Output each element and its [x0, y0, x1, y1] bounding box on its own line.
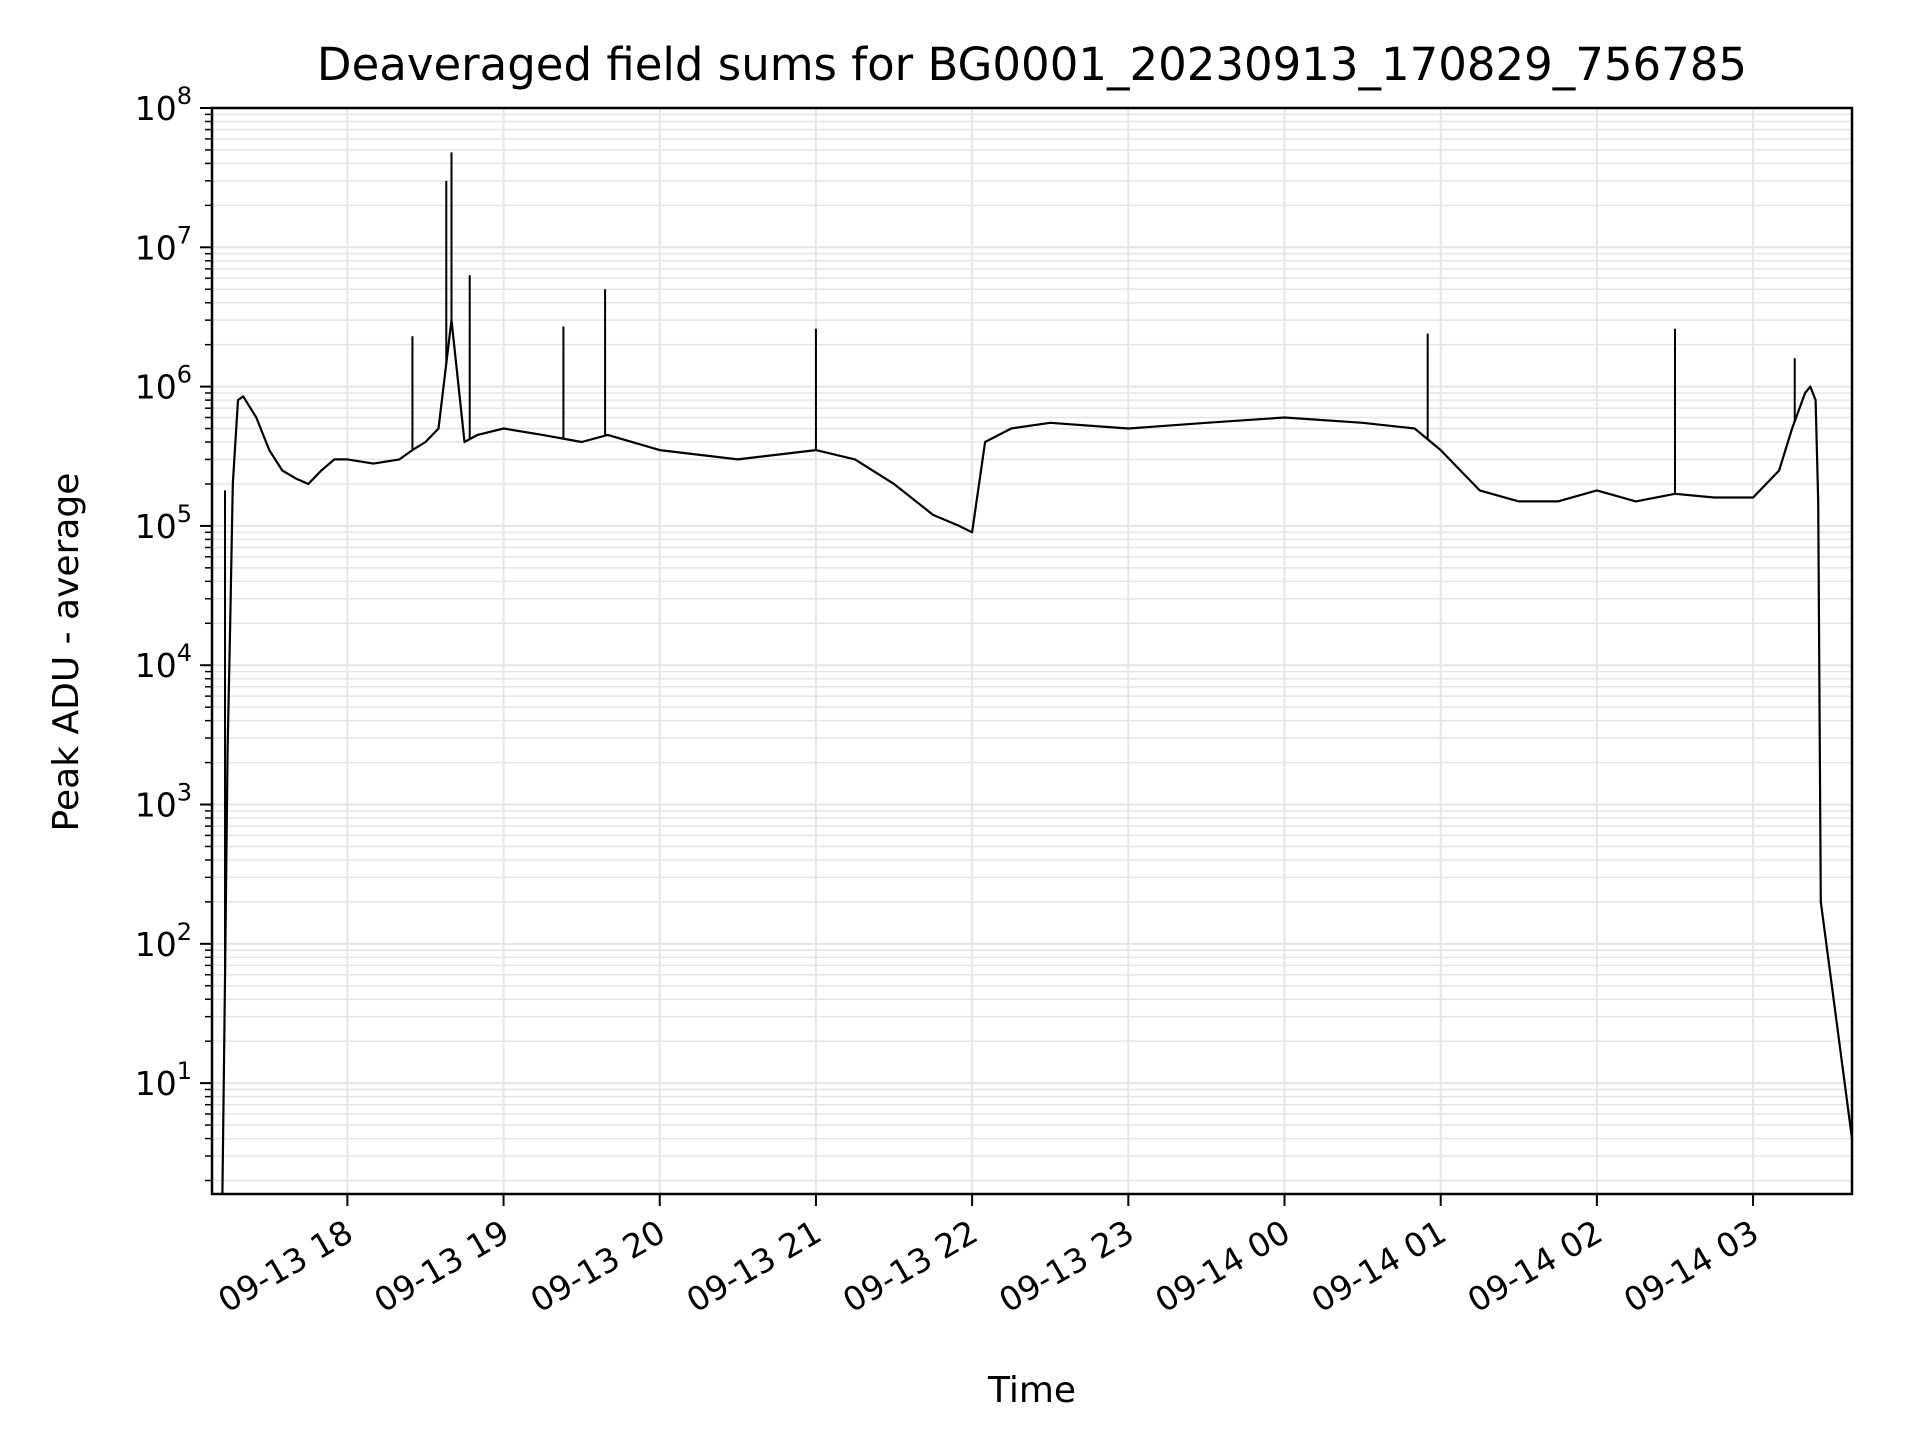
series-layer — [221, 152, 1854, 1195]
y-tick-exponent: 8 — [177, 82, 192, 110]
y-tick-exponent: 3 — [177, 779, 192, 807]
plot-frame — [210, 106, 1854, 1196]
y-tick-exponent: 5 — [177, 500, 192, 528]
y-tick-exponent: 1 — [177, 1057, 192, 1085]
y-tick-exponent: 4 — [177, 639, 192, 667]
series-line — [221, 319, 1854, 1195]
y-tick-exponent: 6 — [177, 361, 192, 389]
x-axis-label: Time — [987, 1370, 1076, 1411]
y-axis-label: Peak ADU - average — [46, 473, 87, 832]
chart-title: Deaveraged field sums for BG0001_2023091… — [317, 38, 1747, 91]
y-tick-exponent: 2 — [177, 918, 192, 946]
y-tick-exponent: 7 — [177, 221, 192, 249]
